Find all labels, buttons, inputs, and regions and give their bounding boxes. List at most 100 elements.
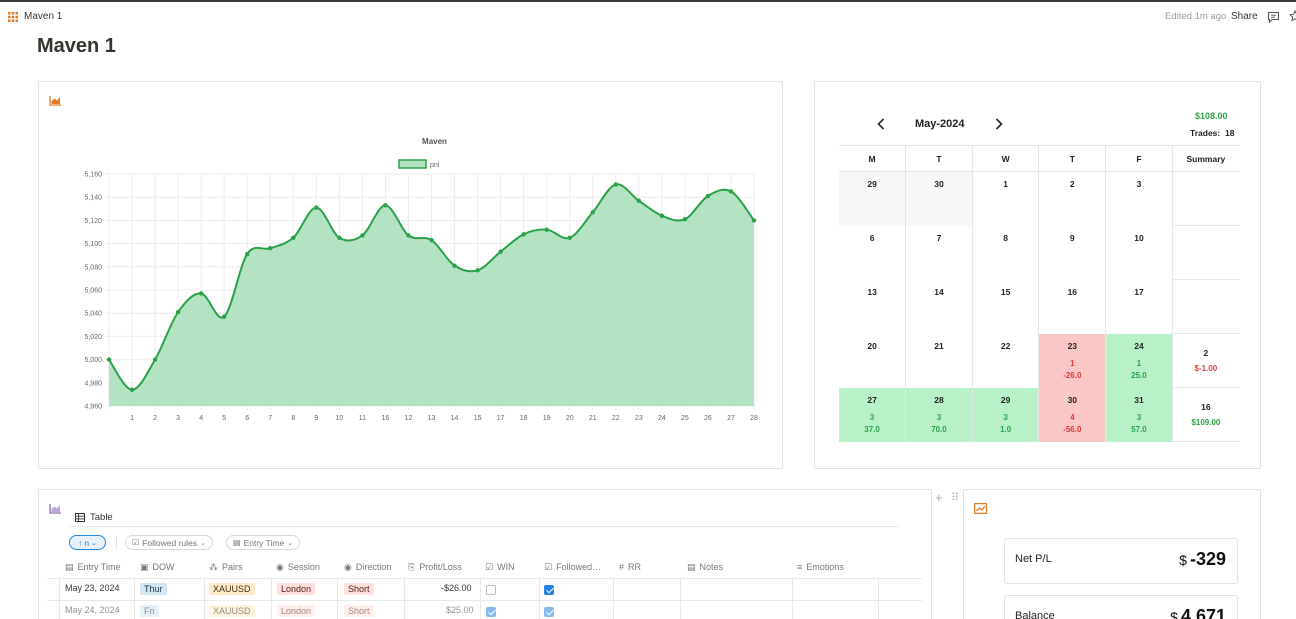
dow-tag[interactable]: Thur [140,583,167,595]
chevron-right-icon[interactable] [995,118,1003,130]
x-tick-label: 10 [335,415,343,422]
calendar-day-cell[interactable]: 23 1 -26.0 [1038,333,1106,388]
followed-checkbox[interactable] [544,607,554,617]
calendar-day-cell[interactable]: 21 [905,333,973,388]
column-header-session[interactable]: ◉ Session [276,561,320,573]
calendar-day-cell[interactable]: 22 [971,333,1039,388]
win-checkbox[interactable] [486,607,496,617]
calendar-grid: M T W T F Summary 29 30 1 2 3 6 7 8 9 10 13 14 15 16 17 20 21… [839,145,1239,442]
calendar-day-number: 31 [1134,394,1144,405]
calendar-panel: May-2024 $108.00 Trades: 18 M T W T F Summary… [814,81,1261,469]
window-top-border [0,0,1296,2]
pnl-data-point [360,233,365,238]
pair-tag[interactable]: XAUUSD [209,583,255,595]
share-button[interactable]: Share [1231,11,1258,22]
calendar-day-cell[interactable]: 8 [971,225,1039,280]
column-header-rr[interactable]: # RR [619,562,642,572]
calendar-day-cell[interactable]: 6 [839,226,906,280]
calendar-day-cell[interactable]: 14 [905,279,973,334]
sort-chip[interactable]: ↑ n ⌄ [69,535,106,550]
calendar-day-cell[interactable]: 7 [905,225,973,280]
session-tag[interactable]: London [277,605,316,617]
calendar-day-cell[interactable]: 24 1 25.0 [1105,333,1173,388]
calendar-day-cell[interactable]: 13 [839,280,906,334]
calendar-day-cell[interactable]: 9 [1038,225,1106,280]
x-tick-label: 20 [566,415,574,422]
calendar-day-number: 14 [934,286,944,297]
week-trade-count: 16 [1201,402,1211,412]
column-divider [480,578,481,619]
week-pnl: $109.00 [1191,418,1221,427]
column-header-win[interactable]: ☑ WIN [485,561,515,573]
pnl-data-point [314,205,319,210]
column-divider [792,578,793,619]
followed-checkbox[interactable] [544,585,554,595]
calendar-day-cell[interactable]: 17 [1105,279,1173,334]
cell-profit-loss[interactable]: -$26.00 [441,583,472,593]
calendar-day-number: 23 [1067,340,1078,351]
column-header-direction[interactable]: ◉ Direction [344,561,392,573]
calendar-day-cell[interactable]: 20 [839,334,906,388]
legend-swatch [398,159,427,169]
comment-icon[interactable] [1267,11,1280,23]
column-header-profit-loss[interactable]: ⎘ Profit/Loss [408,561,462,573]
cell-entry-time[interactable]: May 23, 2024 [65,583,120,593]
y-tick-label: 4,960 [84,404,102,411]
calendar-day-cell[interactable]: 29 3 1.0 [971,387,1039,442]
y-tick-label: 5,100 [84,241,102,248]
chevron-down-icon: ⌄ [287,539,294,547]
pnl-data-point [728,189,734,194]
calendar-day-cell[interactable]: 31 3 57.0 [1105,387,1173,442]
session-tag[interactable]: London [277,583,316,595]
x-tick-label: 8 [291,415,295,422]
calendar-week-row: 13 14 15 16 17 [839,279,1239,334]
drag-handle-icon[interactable]: ⠿ [951,492,960,504]
calendar-day-cell[interactable]: 1 [971,171,1039,226]
add-block-icon[interactable]: + [935,490,943,505]
direction-tag[interactable]: Short [344,583,374,595]
column-header-pairs[interactable]: ⁂ Pairs [209,561,243,573]
chevron-left-icon[interactable] [877,118,885,130]
column-header-emotions[interactable]: ≡ Emotions [797,562,844,572]
calendar-day-cell[interactable]: 2 [1038,171,1106,226]
y-tick-label: 5,160 [84,172,102,179]
dow-tag[interactable]: Fri [140,605,159,617]
pair-tag[interactable]: XAUUSD [209,605,255,617]
column-header-dow[interactable]: ▣ DOW [140,561,175,573]
calendar-day-number: 21 [934,340,944,351]
x-tick-label: 14 [451,415,459,422]
cell-profit-loss[interactable]: $25.00 [446,605,474,615]
net-pl-card: Net P/L $ -329 [1004,538,1238,584]
calendar-day-number: 17 [1134,286,1144,297]
star-icon[interactable] [1289,10,1296,22]
column-header-entry-time[interactable]: ▤ Entry Time [65,561,121,573]
pnl-data-point [245,251,250,257]
win-checkbox[interactable] [486,585,496,595]
calendar-day-cell[interactable]: 30 [905,171,973,226]
cell-entry-time[interactable]: May 24, 2024 [65,605,120,615]
filter-chip-followed-rules[interactable]: ☑ Followed rules ⌄ [125,535,213,550]
column-divider [878,578,879,619]
filter-chip-entry-time[interactable]: ▤ Entry Time ⌄ [226,535,301,550]
column-divider [134,578,135,619]
column-divider [59,578,60,619]
calendar-day-cell[interactable]: 16 [1038,279,1106,334]
column-divider [337,578,338,619]
status-icon: ◉ [276,561,284,572]
calendar-day-cell[interactable]: 10 [1105,225,1173,280]
calendar-header-summary: Summary [1171,145,1239,172]
calendar-day-cell[interactable]: 27 3 37.0 [839,387,906,442]
calendar-day-cell[interactable]: 28 3 70.0 [905,387,973,442]
calendar-day-cell[interactable]: 3 [1105,171,1173,226]
calendar-day-cell[interactable]: 15 [971,279,1039,334]
area-chart-icon[interactable] [49,503,62,514]
tab-table[interactable]: Table [75,507,113,527]
calendar-day-cell[interactable]: 30 4 -56.0 [1038,387,1106,442]
column-header-notes[interactable]: ▤ Notes [687,561,724,573]
direction-tag[interactable]: Short [344,605,374,617]
calendar-day-cell[interactable]: 29 [839,171,906,226]
text-icon: ≡ [797,562,803,572]
calendar-week-row: 27 3 37.0 28 3 70.0 29 3 1.0 30 4 -56.0 31 3 57.0 16 $10… [839,387,1239,442]
breadcrumb[interactable]: Maven 1 [24,11,63,22]
column-header-followed[interactable]: ☑ Followed… [544,561,602,573]
